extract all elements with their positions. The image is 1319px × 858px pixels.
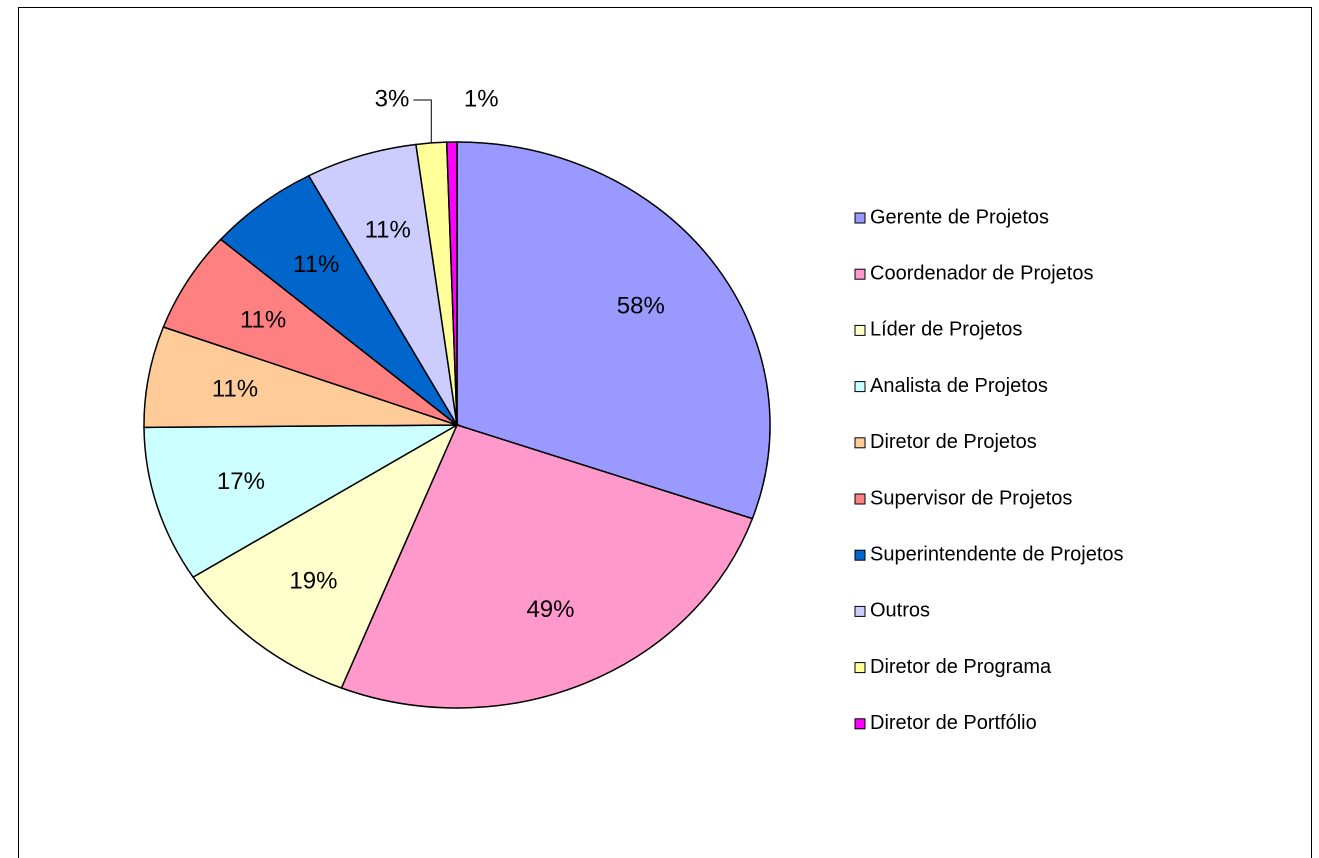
legend-swatch bbox=[854, 549, 866, 561]
pie-slice bbox=[456, 141, 771, 520]
pie-slice bbox=[340, 424, 754, 709]
data-label: 1% bbox=[464, 85, 499, 112]
legend-swatch bbox=[854, 381, 866, 393]
data-label: 11% bbox=[365, 216, 411, 243]
leader-line bbox=[413, 99, 432, 143]
data-label: 19% bbox=[289, 567, 337, 594]
legend-label: Diretor de Programa bbox=[870, 656, 1052, 678]
legend-swatch bbox=[854, 268, 866, 280]
legend-label: Diretor de Projetos bbox=[870, 431, 1037, 453]
legend-label: Coordenador de Projetos bbox=[870, 262, 1093, 284]
legend-label: Líder de Projetos bbox=[870, 319, 1022, 341]
legend-swatch bbox=[854, 437, 866, 449]
legend-label: Supervisor de Projetos bbox=[870, 487, 1072, 509]
legend-swatch bbox=[854, 212, 866, 224]
pie-slice bbox=[143, 424, 460, 579]
legend-label: Diretor de Portfólio bbox=[870, 712, 1037, 734]
legend-swatch bbox=[854, 718, 866, 730]
data-label: 11% bbox=[240, 307, 286, 334]
pie-slice bbox=[445, 141, 458, 426]
legend-label: Superintendente de Projetos bbox=[870, 543, 1124, 565]
data-label: 11% bbox=[212, 375, 258, 402]
legend-swatch bbox=[854, 493, 866, 505]
pie-slice bbox=[191, 423, 459, 689]
chart-frame bbox=[18, 7, 1312, 858]
data-label: 49% bbox=[526, 596, 574, 623]
legend-swatch bbox=[854, 605, 866, 617]
data-label: 11% bbox=[293, 251, 339, 278]
legend-label: Outros bbox=[870, 600, 930, 622]
legend-swatch bbox=[854, 324, 866, 336]
data-label: 17% bbox=[217, 468, 265, 495]
data-label: 3% bbox=[375, 85, 410, 112]
legend-swatch bbox=[854, 662, 866, 674]
data-label: 58% bbox=[617, 292, 665, 319]
legend-label: Gerente de Projetos bbox=[870, 206, 1049, 228]
legend-label: Analista de Projetos bbox=[870, 375, 1048, 397]
